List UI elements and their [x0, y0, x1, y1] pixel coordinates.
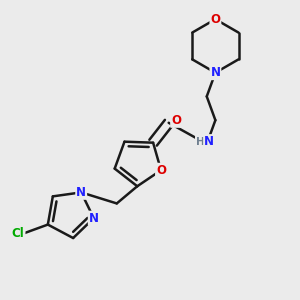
Text: Cl: Cl — [12, 227, 25, 240]
Text: O: O — [171, 114, 181, 127]
Text: N: N — [204, 135, 214, 148]
Text: N: N — [76, 186, 86, 199]
Text: O: O — [156, 164, 166, 177]
Text: H: H — [196, 136, 205, 147]
Text: N: N — [89, 212, 99, 225]
Text: O: O — [210, 13, 220, 26]
Text: N: N — [210, 66, 220, 79]
